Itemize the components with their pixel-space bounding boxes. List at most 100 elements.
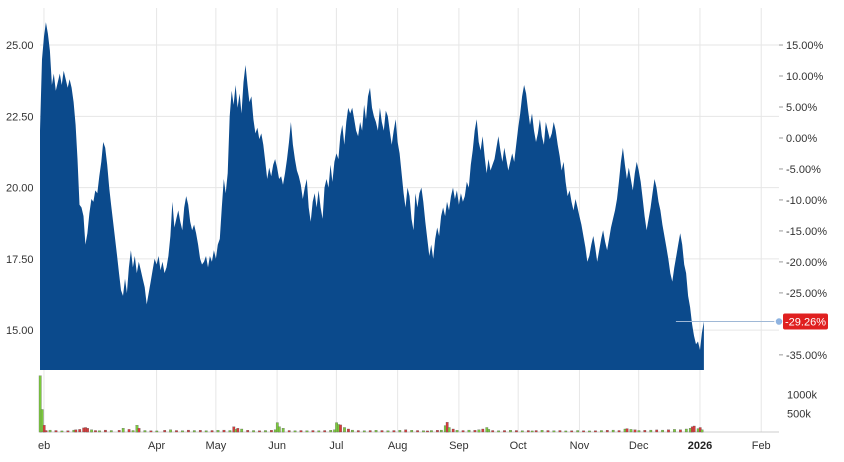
- volume-bar: [422, 430, 425, 433]
- volume-tick-label: 1000k: [787, 390, 817, 402]
- volume-bar: [38, 375, 42, 433]
- volume-bar: [368, 430, 372, 433]
- volume-bar: [643, 430, 647, 433]
- volume-bar: [436, 430, 439, 433]
- volume-bar: [277, 426, 281, 433]
- volume-bar: [451, 428, 455, 433]
- volume-bar: [169, 429, 172, 433]
- volume-bar: [339, 424, 342, 433]
- volume-bar: [520, 430, 524, 433]
- volume-bar: [317, 430, 321, 433]
- volume-bar: [410, 430, 414, 433]
- volume-bar: [329, 430, 333, 433]
- volume-bar: [588, 430, 591, 433]
- time-tick-label: eb: [38, 440, 50, 452]
- volume-bar: [98, 430, 101, 433]
- percent-tick-label: 10.00%: [786, 71, 824, 83]
- volume-bar: [552, 430, 556, 433]
- price-area-path: [40, 22, 704, 371]
- volume-bar: [216, 430, 220, 433]
- time-tick-label: Dec: [629, 440, 649, 452]
- volume-bar: [540, 430, 544, 433]
- percent-tick-label: 15.00%: [786, 40, 824, 52]
- volume-bar: [430, 430, 433, 433]
- volume-bar: [181, 430, 184, 433]
- volume-bar: [198, 430, 202, 433]
- volume-bar: [447, 427, 451, 433]
- time-tick-label: Apr: [148, 440, 165, 452]
- percent-tick-label: -25.00%: [786, 288, 827, 300]
- volume-bar: [109, 430, 113, 433]
- volume-bar: [649, 429, 653, 433]
- volume-bar: [679, 429, 682, 433]
- volume-bar: [299, 430, 303, 433]
- price-tick-label: 15.00: [6, 325, 34, 337]
- volume-bar: [582, 430, 585, 433]
- percent-tick-label: -35.00%: [786, 350, 827, 362]
- volume-bar: [351, 429, 354, 433]
- volume-bar: [473, 430, 477, 433]
- price-tick-label: 25.00: [6, 40, 34, 52]
- percent-tick-label: -5.00%: [786, 164, 821, 176]
- volume-bar: [380, 430, 384, 433]
- volume-bar: [44, 430, 48, 433]
- volume-bar: [404, 429, 408, 433]
- volume-bar: [228, 430, 232, 433]
- volume-bar: [491, 430, 495, 433]
- volume-bar: [264, 430, 267, 433]
- volume-axis: 1000k 500k: [787, 390, 817, 421]
- volume-bar: [487, 429, 491, 433]
- volume-bar: [497, 430, 500, 433]
- volume-bar: [600, 430, 603, 433]
- volume-bar: [617, 430, 621, 433]
- last-value-dot: [774, 316, 784, 327]
- volume-bar: [94, 430, 97, 433]
- volume-bar: [323, 430, 327, 433]
- percent-tick-label: -20.00%: [786, 257, 827, 269]
- time-tick-label: Aug: [388, 440, 408, 452]
- volume-bar: [700, 429, 704, 433]
- volume-bar: [222, 429, 226, 433]
- volume-bar: [455, 430, 459, 433]
- volume-bar: [426, 430, 429, 433]
- volume-bar: [246, 430, 250, 433]
- percent-tick-label: 0.00%: [786, 133, 817, 145]
- volume-bar: [546, 430, 550, 433]
- volume-bar: [526, 430, 530, 433]
- price-axis: 15.00 17.50 20.00 22.50 25.00: [6, 40, 34, 337]
- volume-bar: [117, 430, 121, 433]
- volume-bar: [392, 430, 396, 433]
- volume-bar: [66, 430, 70, 433]
- volume-bar: [40, 409, 44, 433]
- volume-bar: [515, 430, 518, 433]
- time-tick-label: Nov: [570, 440, 590, 452]
- volume-bar: [187, 429, 190, 433]
- volume-bar: [305, 430, 309, 433]
- volume-bar: [576, 430, 580, 433]
- volume-bar: [570, 430, 574, 433]
- volume-bar: [509, 430, 512, 433]
- volume-bar: [356, 430, 360, 433]
- volume-bar: [131, 430, 135, 433]
- volume-bar: [530, 430, 534, 433]
- volume-bar: [270, 430, 273, 433]
- price-tick-label: 22.50: [6, 111, 34, 123]
- volume-bar: [137, 428, 141, 433]
- volume-bar: [398, 430, 402, 433]
- volume-bar: [42, 425, 46, 433]
- volume-bar: [240, 428, 244, 433]
- last-change-badge: [783, 313, 828, 330]
- volume-bar: [258, 430, 261, 433]
- volume-bars: [38, 375, 779, 433]
- volume-bar: [293, 430, 297, 433]
- price-tick-label: 20.00: [6, 183, 34, 195]
- volume-bar: [374, 430, 378, 433]
- last-change-label: -29.26%: [785, 317, 826, 329]
- volume-bar: [90, 429, 93, 433]
- volume-bar: [667, 429, 670, 433]
- volume-bar: [236, 428, 240, 433]
- percent-axis: 15.00% 10.00% 5.00% 0.00% -5.00% -10.00% -15.0…: [779, 40, 827, 362]
- volume-bar: [163, 430, 167, 433]
- volume-bar: [86, 428, 89, 433]
